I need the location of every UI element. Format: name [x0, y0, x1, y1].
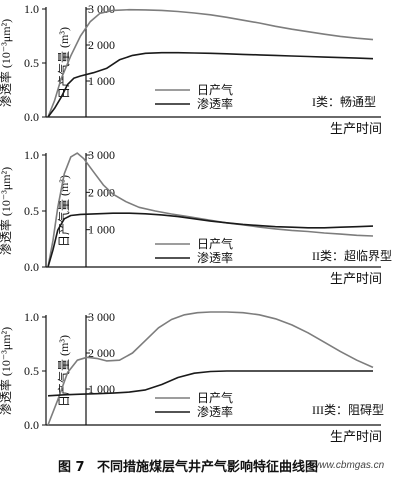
watermark-text: www.cbmgas.cn [312, 460, 385, 471]
series-line-permeability [47, 51, 374, 118]
x-axis-title: 生产时间 [330, 429, 382, 444]
left-tick-label: 1.0 [24, 148, 39, 162]
right-tick-label: 3 000 [88, 2, 115, 16]
legend-label-permeability: 渗透率 [197, 96, 233, 111]
right-tick-label: 2 000 [88, 346, 115, 360]
right-tick-label: 1 000 [88, 223, 115, 237]
right-axis-title: 日产气量 (m³) [56, 175, 71, 247]
x-axis-title: 生产时间 [330, 271, 382, 286]
left-axis-title: 渗透率 (10⁻³μm²) [0, 167, 13, 255]
panel-type-label: III类：阻碍型 [312, 403, 384, 417]
left-axis-title: 渗透率 (10⁻³μm²) [0, 19, 13, 107]
left-tick-label: 1.0 [24, 310, 39, 324]
series-line-gas [47, 8, 374, 118]
left-tick-label: 0.0 [24, 418, 39, 432]
caption-text: 不同措施煤层气井产气影响特征曲线图 [97, 459, 318, 475]
left-tick-label: 0.5 [24, 56, 39, 70]
legend-label-permeability: 渗透率 [197, 250, 233, 265]
left-tick-label: 0.0 [24, 110, 39, 124]
right-tick-label: 1 000 [88, 74, 115, 88]
left-tick-label: 0.5 [24, 204, 39, 218]
legend-label-gas: 日产气 [197, 236, 233, 251]
series-line-permeability [47, 370, 373, 397]
right-tick-label: 2 000 [88, 38, 115, 52]
panel-type-label: II类：超临界型 [312, 248, 392, 263]
series-line-gas [47, 311, 374, 426]
left-tick-label: 1.0 [24, 2, 39, 16]
panel-type-label: I类：畅通型 [312, 95, 376, 109]
x-axis-title: 生产时间 [330, 121, 382, 136]
series-line-gas [47, 152, 374, 268]
right-axis-title: 日产气量 (m³) [56, 335, 71, 407]
left-tick-label: 0.5 [24, 364, 39, 378]
right-tick-label: 3 000 [88, 148, 115, 162]
left-axis-title: 渗透率 (10⁻³μm²) [0, 327, 13, 415]
legend-label-gas: 日产气 [197, 390, 233, 405]
left-tick-label: 0.0 [24, 260, 39, 274]
legend-label-gas: 日产气 [197, 82, 233, 97]
legend-label-permeability: 渗透率 [197, 404, 233, 419]
caption-label: 图 7 [58, 460, 85, 475]
chart-panel-1: 0.0 0.5 1.0 1 000 2 000 3 000 渗透率 (10⁻³μm²) 日产气… [0, 2, 382, 136]
series-line-permeability [47, 212, 374, 268]
right-tick-label: 3 000 [88, 310, 115, 324]
